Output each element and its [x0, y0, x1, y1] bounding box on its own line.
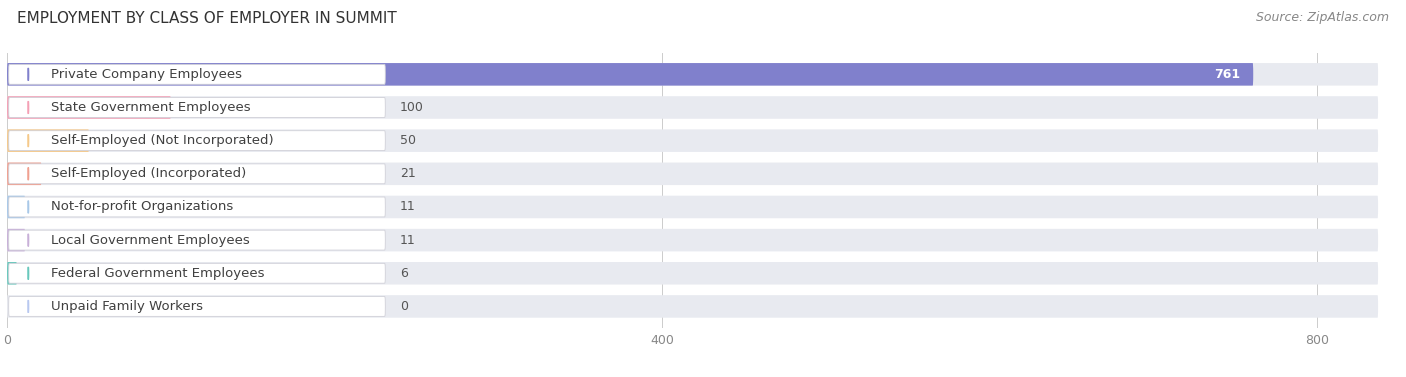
FancyBboxPatch shape [8, 98, 385, 118]
Text: 11: 11 [401, 201, 416, 213]
Text: Not-for-profit Organizations: Not-for-profit Organizations [51, 201, 233, 213]
FancyBboxPatch shape [8, 263, 385, 283]
Text: EMPLOYMENT BY CLASS OF EMPLOYER IN SUMMIT: EMPLOYMENT BY CLASS OF EMPLOYER IN SUMMI… [17, 11, 396, 26]
Text: State Government Employees: State Government Employees [51, 101, 250, 114]
Text: 761: 761 [1213, 68, 1240, 81]
FancyBboxPatch shape [7, 229, 25, 251]
FancyBboxPatch shape [7, 162, 41, 185]
FancyBboxPatch shape [7, 229, 1378, 251]
Text: Federal Government Employees: Federal Government Employees [51, 267, 264, 280]
FancyBboxPatch shape [8, 230, 385, 250]
FancyBboxPatch shape [7, 63, 1378, 86]
FancyBboxPatch shape [8, 164, 385, 184]
FancyBboxPatch shape [8, 296, 385, 316]
FancyBboxPatch shape [7, 96, 1378, 119]
FancyBboxPatch shape [7, 96, 170, 119]
FancyBboxPatch shape [7, 262, 1378, 285]
Text: Local Government Employees: Local Government Employees [51, 234, 250, 247]
Text: 100: 100 [401, 101, 425, 114]
FancyBboxPatch shape [7, 295, 1378, 318]
FancyBboxPatch shape [7, 196, 25, 218]
FancyBboxPatch shape [8, 131, 385, 150]
Text: 21: 21 [401, 167, 416, 180]
Text: Unpaid Family Workers: Unpaid Family Workers [51, 300, 204, 313]
FancyBboxPatch shape [7, 63, 1253, 86]
FancyBboxPatch shape [7, 262, 17, 285]
FancyBboxPatch shape [7, 129, 1378, 152]
Text: Private Company Employees: Private Company Employees [51, 68, 242, 81]
Text: 6: 6 [401, 267, 408, 280]
Text: Self-Employed (Not Incorporated): Self-Employed (Not Incorporated) [51, 134, 274, 147]
Text: 11: 11 [401, 234, 416, 247]
Text: Self-Employed (Incorporated): Self-Employed (Incorporated) [51, 167, 246, 180]
FancyBboxPatch shape [7, 162, 1378, 185]
Text: Source: ZipAtlas.com: Source: ZipAtlas.com [1256, 11, 1389, 24]
Text: 50: 50 [401, 134, 416, 147]
Text: 0: 0 [401, 300, 408, 313]
FancyBboxPatch shape [8, 197, 385, 217]
FancyBboxPatch shape [7, 196, 1378, 218]
FancyBboxPatch shape [7, 129, 89, 152]
FancyBboxPatch shape [8, 64, 385, 84]
